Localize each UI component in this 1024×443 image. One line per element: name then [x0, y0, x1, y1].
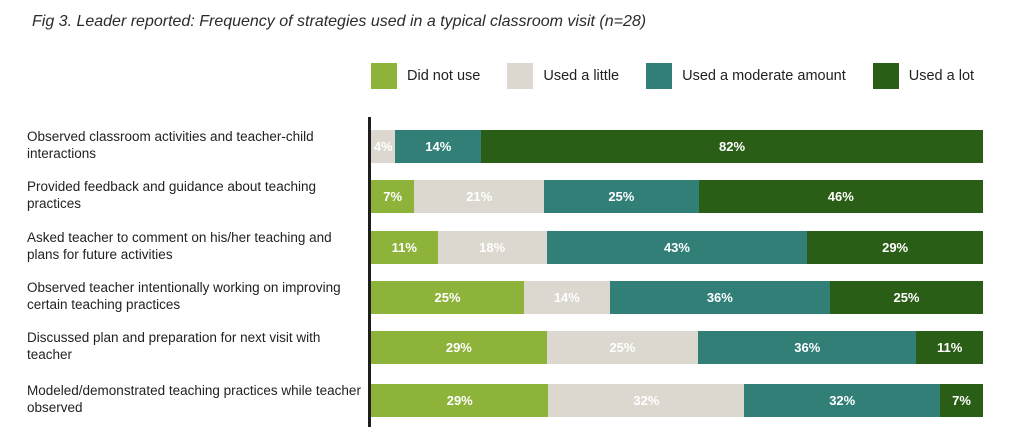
category-label: Provided feedback and guidance about tea… [27, 179, 316, 211]
category-label: Asked teacher to comment on his/her teac… [27, 230, 332, 262]
legend-swatch-used-a-little [507, 63, 534, 89]
legend-item-used-a-lot: Used a lot [872, 63, 975, 89]
bar-segment-used-a-lot: 82% [481, 130, 983, 163]
data-label: 25% [609, 340, 636, 355]
data-label: 4% [373, 139, 393, 154]
bar-segment-used-a-moderate-amount: 14% [395, 130, 482, 163]
data-label: 82% [719, 139, 746, 154]
stacked-bar: 4% 14% 82% [371, 130, 983, 163]
stacked-bar: 29% 25% 36% 11% [371, 331, 983, 364]
data-label: 25% [608, 189, 635, 204]
data-label: 29% [882, 240, 909, 255]
data-label: 18% [479, 240, 506, 255]
legend-label: Used a lot [908, 68, 975, 84]
bar-segment-did-not-use: 25% [371, 281, 524, 314]
data-label: 43% [663, 240, 690, 255]
data-label: 7% [383, 189, 403, 204]
bar-segment-used-a-moderate-amount: 25% [544, 180, 699, 213]
category-label: Observed classroom activities and teache… [27, 129, 314, 161]
data-label: 29% [446, 393, 473, 408]
bar-segment-did-not-use: 29% [371, 384, 549, 417]
stacked-bar: 25% 14% 36% 25% [371, 281, 983, 314]
legend-label: Used a moderate amount [682, 68, 846, 84]
legend-item-used-a-moderate-amount: Used a moderate amount [646, 63, 846, 89]
data-label: 46% [827, 189, 854, 204]
legend-label: Did not use [407, 68, 481, 84]
bar-segment-used-a-lot: 29% [807, 231, 983, 264]
bar-segment-used-a-little: 32% [548, 384, 745, 417]
bar-segment-used-a-little: 21% [414, 180, 545, 213]
category-label: Modeled/demonstrated teaching practices … [27, 383, 361, 415]
legend-label: Used a little [543, 68, 620, 84]
data-label: 25% [893, 290, 920, 305]
legend-swatch-did-not-use [371, 63, 397, 89]
bar-segment-used-a-little: 25% [546, 331, 699, 364]
data-label: 21% [466, 189, 493, 204]
bar-segment-used-a-moderate-amount: 36% [609, 281, 830, 314]
data-label: 36% [794, 340, 821, 355]
bar-segment-did-not-use: 11% [371, 231, 438, 264]
stacked-bar: 7% 21% 25% 46% [371, 180, 983, 213]
data-label: 11% [936, 340, 963, 355]
category-label: Discussed plan and preparation for next … [27, 330, 321, 362]
bar-segment-used-a-lot: 7% [940, 384, 983, 417]
bar-segment-used-a-little: 14% [524, 281, 610, 314]
bar-segment-used-a-little: 4% [371, 130, 396, 163]
data-label: 14% [425, 139, 452, 154]
stacked-bar: 11% 18% 43% 29% [371, 231, 983, 264]
legend-item-did-not-use: Did not use [371, 63, 480, 89]
bar-segment-used-a-little: 18% [437, 231, 547, 264]
data-label: 36% [706, 290, 733, 305]
data-label: 14% [553, 290, 580, 305]
bar-segment-used-a-moderate-amount: 36% [698, 331, 917, 364]
bar-segment-used-a-lot: 25% [829, 281, 983, 314]
data-label: 32% [633, 393, 660, 408]
legend-swatch-used-a-lot [872, 63, 899, 89]
bar-segment-used-a-lot: 11% [916, 331, 983, 364]
data-label: 32% [829, 393, 856, 408]
bar-segment-used-a-moderate-amount: 43% [546, 231, 808, 264]
legend-item-used-a-little: Used a little [507, 63, 619, 89]
legend-swatch-used-a-moderate-amount [646, 63, 673, 89]
bar-segment-did-not-use: 7% [371, 180, 415, 213]
bar-segment-used-a-moderate-amount: 32% [744, 384, 941, 417]
data-label: 7% [952, 393, 971, 408]
data-label: 29% [445, 340, 472, 355]
bar-segment-used-a-lot: 46% [698, 180, 983, 213]
category-axis-line [368, 117, 371, 427]
chart-title: Fig 3. Leader reported: Frequency of str… [32, 13, 647, 30]
data-label: 11% [391, 240, 417, 255]
chart-legend: Did not use Used a little Used a moderate … [371, 63, 974, 89]
bar-segment-did-not-use: 29% [371, 331, 547, 364]
data-label: 25% [434, 290, 461, 305]
category-label: Observed teacher intentionally working o… [27, 280, 341, 312]
stacked-bar: 29% 32% 32% 7% [371, 384, 983, 417]
